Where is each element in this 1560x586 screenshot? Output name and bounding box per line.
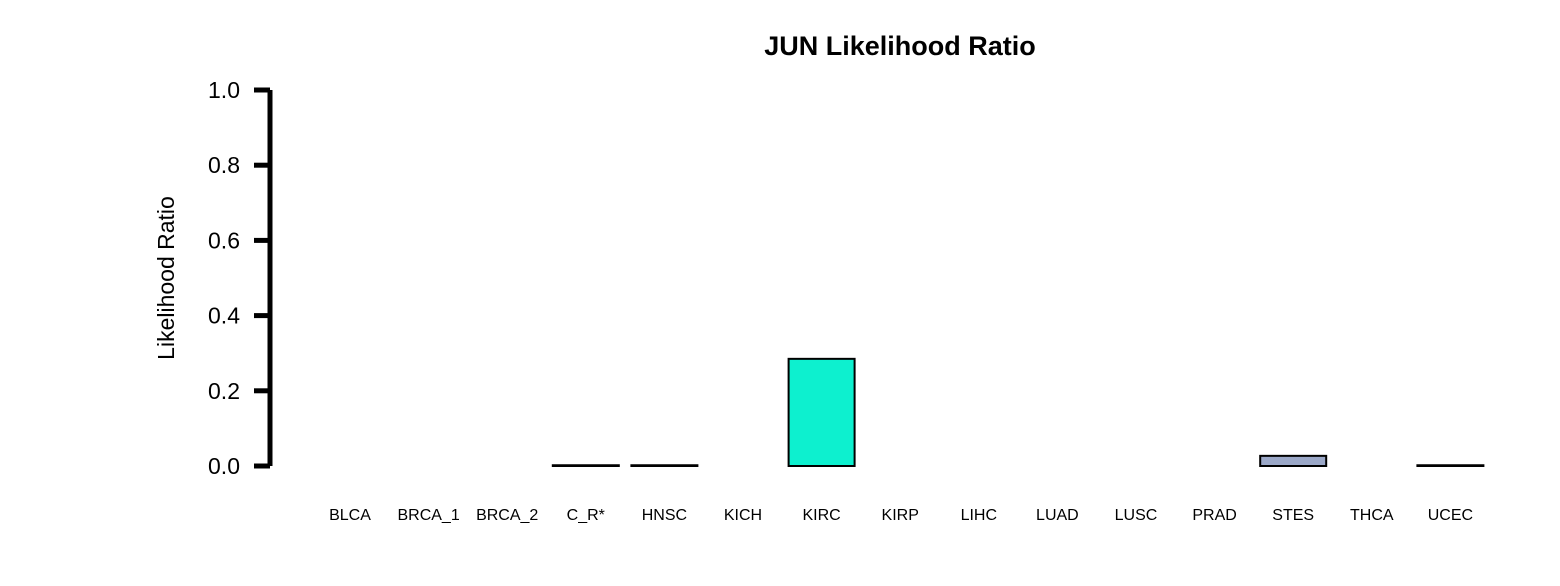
bar-ucec xyxy=(1416,464,1485,467)
bar-c-r xyxy=(551,464,620,467)
y-tick-label: 0.2 xyxy=(208,378,240,404)
y-tick-label: 1.0 xyxy=(208,77,240,103)
x-tick-label: LUSC xyxy=(1115,507,1158,524)
x-tick-label: LUAD xyxy=(1036,507,1079,524)
x-tick-label: KICH xyxy=(724,507,762,524)
y-tick-label: 0.8 xyxy=(208,152,240,178)
x-tick-label: C_R* xyxy=(567,507,605,524)
y-axis: 0.0 0.2 0.4 0.6 0.8 1.0 xyxy=(208,77,273,479)
x-tick-label: BRCA_1 xyxy=(397,507,459,524)
x-tick-labels: BLCA BRCA_1 BRCA_2 C_R* HNSC KICH KIRC KIRP LIHC… xyxy=(329,507,1473,524)
y-tick-label: 0.0 xyxy=(208,453,240,479)
x-tick-label: KIRP xyxy=(882,507,919,524)
chart-title: JUN Likelihood Ratio xyxy=(764,31,1036,61)
y-tick-label: 0.4 xyxy=(208,303,240,329)
x-tick-label: HNSC xyxy=(642,507,687,524)
y-tick-label: 0.6 xyxy=(208,227,240,253)
y-axis-label: Likelihood Ratio xyxy=(153,196,179,360)
x-tick-label: THCA xyxy=(1350,507,1394,524)
x-tick-label: LIHC xyxy=(961,507,997,524)
x-tick-label: BLCA xyxy=(329,507,371,524)
bar-kirc xyxy=(787,357,856,467)
x-tick-label: BRCA_2 xyxy=(476,507,538,524)
bars xyxy=(551,357,1485,467)
x-tick-label: PRAD xyxy=(1192,507,1236,524)
x-tick-label: UCEC xyxy=(1428,507,1473,524)
x-tick-label: KIRC xyxy=(802,507,840,524)
bar-hnsc xyxy=(630,464,699,467)
bar-stes xyxy=(1259,454,1328,467)
x-tick-label: STES xyxy=(1272,507,1314,524)
